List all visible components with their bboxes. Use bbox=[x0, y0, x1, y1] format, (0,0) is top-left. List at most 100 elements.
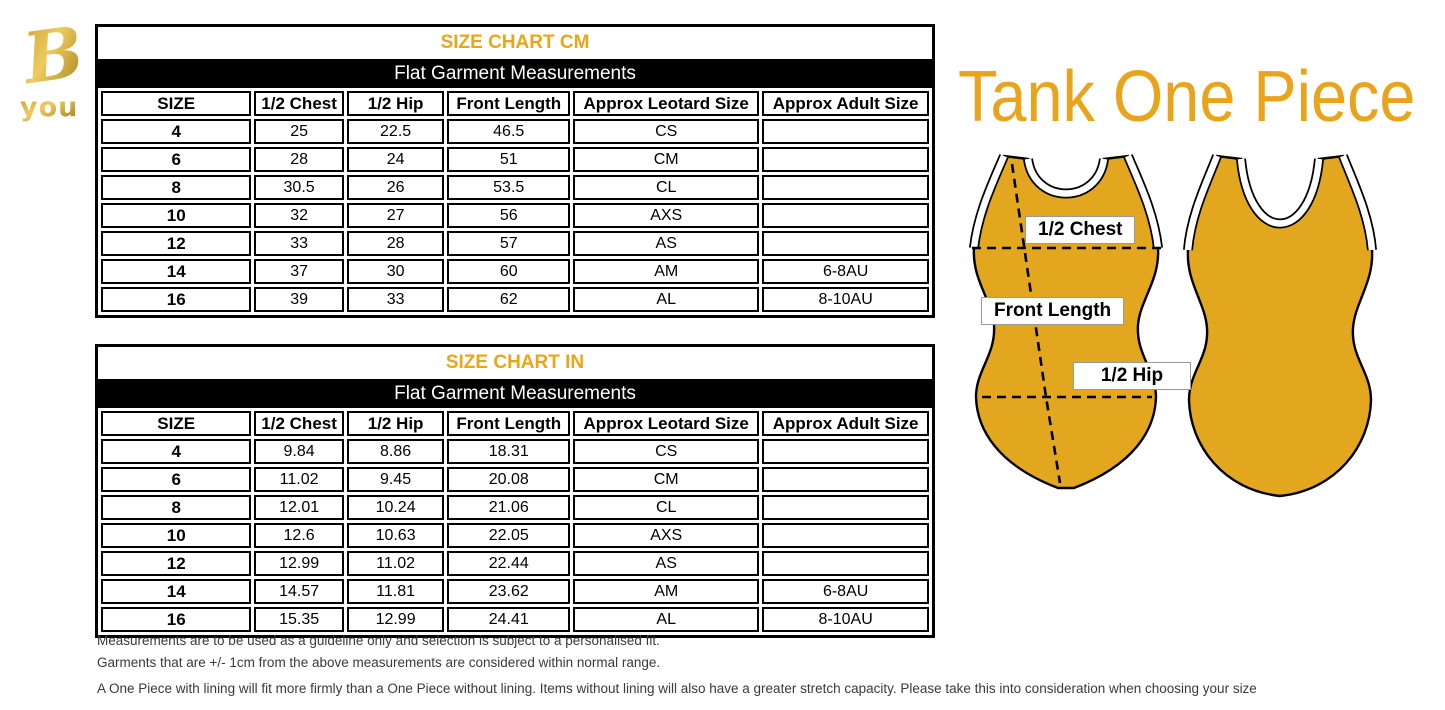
table-row: 4 9.84 8.86 18.31 CS bbox=[101, 439, 929, 464]
leotard-back-illustration bbox=[1183, 154, 1377, 498]
table-cell: 53.5 bbox=[447, 175, 571, 200]
table-cell: CL bbox=[573, 495, 760, 520]
table-cell: 8-10AU bbox=[762, 607, 929, 632]
table-cell: 26 bbox=[346, 175, 445, 200]
table-cell: AL bbox=[573, 607, 760, 632]
table-row: 6 28 24 51 CM bbox=[101, 147, 929, 172]
table-cell: 12.99 bbox=[346, 607, 445, 632]
table-cell: 39 bbox=[254, 287, 344, 312]
table-cell: 56 bbox=[447, 203, 571, 228]
neck-trim bbox=[1024, 158, 1108, 197]
column-header: Approx Leotard Size bbox=[573, 411, 760, 436]
table-cell: 12 bbox=[101, 551, 252, 576]
table-cell bbox=[762, 551, 929, 576]
table-cell: 18.31 bbox=[447, 439, 571, 464]
table-cell: 30 bbox=[346, 259, 445, 284]
left-armhole-trim bbox=[970, 154, 1007, 249]
table-cell: 6 bbox=[101, 467, 252, 492]
table-cell: AS bbox=[573, 231, 760, 256]
half-chest-label: 1/2 Chest bbox=[1025, 216, 1136, 244]
table-cell bbox=[762, 439, 929, 464]
table-cell: 25 bbox=[254, 119, 344, 144]
table-row: 8 12.01 10.24 21.06 CL bbox=[101, 495, 929, 520]
table-cell: 6-8AU bbox=[762, 259, 929, 284]
column-header: SIZE bbox=[101, 91, 252, 116]
table-cell: 14 bbox=[101, 579, 252, 604]
table-cell: 8 bbox=[101, 495, 252, 520]
table-cell: 9.45 bbox=[346, 467, 445, 492]
table-cell: 16 bbox=[101, 287, 252, 312]
back-neck-trim bbox=[1237, 158, 1323, 227]
right-armhole-trim bbox=[1125, 154, 1162, 249]
table-cell: 6-8AU bbox=[762, 579, 929, 604]
table-row: 6 11.02 9.45 20.08 CM bbox=[101, 467, 929, 492]
column-header: Approx Adult Size bbox=[762, 411, 929, 436]
table-cell: CL bbox=[573, 175, 760, 200]
table-cell: 24 bbox=[346, 147, 445, 172]
table-cell: 33 bbox=[346, 287, 445, 312]
column-header: Approx Adult Size bbox=[762, 91, 929, 116]
neck-trim-outline bbox=[1023, 157, 1109, 199]
table-cell: 16 bbox=[101, 607, 252, 632]
table-cell: 12.01 bbox=[254, 495, 344, 520]
half-hip-label: 1/2 Hip bbox=[1073, 362, 1191, 390]
table-row: 10 12.6 10.63 22.05 AXS bbox=[101, 523, 929, 548]
column-header: Approx Leotard Size bbox=[573, 91, 760, 116]
table-cell: 28 bbox=[254, 147, 344, 172]
table-cell: CS bbox=[573, 119, 760, 144]
size-chart-in-title: SIZE CHART IN bbox=[445, 352, 585, 373]
table-cell: CM bbox=[573, 147, 760, 172]
table-cell: 12.6 bbox=[254, 523, 344, 548]
back-left-armhole-trim bbox=[1184, 154, 1221, 251]
table-cell: CS bbox=[573, 439, 760, 464]
table-cell: 27 bbox=[346, 203, 445, 228]
table-cell: AS bbox=[573, 551, 760, 576]
table-row: 8 30.5 26 53.5 CL bbox=[101, 175, 929, 200]
table-cell: 4 bbox=[101, 119, 252, 144]
table-cell: 6 bbox=[101, 147, 252, 172]
column-header: Front Length bbox=[447, 411, 571, 436]
table-row: 16 15.35 12.99 24.41 AL 8-10AU bbox=[101, 607, 929, 632]
table-cell: 12 bbox=[101, 231, 252, 256]
table-cell: 14 bbox=[101, 259, 252, 284]
table-cell: 15.35 bbox=[254, 607, 344, 632]
table-cell: CM bbox=[573, 467, 760, 492]
back-right-armhole-trim bbox=[1339, 154, 1376, 251]
size-chart-cm-subtitle: Flat Garment Measurements bbox=[98, 59, 932, 88]
table-cell: 8 bbox=[101, 175, 252, 200]
table-cell bbox=[762, 147, 929, 172]
table-cell: 20.08 bbox=[447, 467, 571, 492]
column-header: 1/2 Chest bbox=[254, 91, 344, 116]
header-row: SIZE 1/2 Chest 1/2 Hip Front Length Approx L… bbox=[101, 411, 929, 436]
table-cell: 11.81 bbox=[346, 579, 445, 604]
header-row: SIZE 1/2 Chest 1/2 Hip Front Length Approx L… bbox=[101, 91, 929, 116]
footnote-guideline: Measurements are to be used as a guideli… bbox=[97, 633, 660, 648]
table-row: 14 37 30 60 AM 6-8AU bbox=[101, 259, 929, 284]
table-cell: 37 bbox=[254, 259, 344, 284]
table-cell: 57 bbox=[447, 231, 571, 256]
table-cell: 14.57 bbox=[254, 579, 344, 604]
size-chart-in-grid: SIZE 1/2 Chest 1/2 Hip Front Length Approx L… bbox=[98, 408, 932, 635]
footnote-tolerance: Garments that are +/- 1cm from the above… bbox=[97, 655, 661, 670]
table-cell: 22.05 bbox=[447, 523, 571, 548]
table-cell: AXS bbox=[573, 523, 760, 548]
leotard-back-body bbox=[1186, 154, 1374, 498]
table-cell: 28 bbox=[346, 231, 445, 256]
table-row: 16 39 33 62 AL 8-10AU bbox=[101, 287, 929, 312]
table-cell: 10 bbox=[101, 523, 252, 548]
table-cell: AM bbox=[573, 259, 760, 284]
logo-mark: B bbox=[16, 16, 88, 100]
table-cell bbox=[762, 231, 929, 256]
table-cell: 8-10AU bbox=[762, 287, 929, 312]
column-header: SIZE bbox=[101, 411, 252, 436]
table-cell: 24.41 bbox=[447, 607, 571, 632]
footnote-lining: A One Piece with lining will fit more fi… bbox=[97, 681, 1257, 696]
table-row: 14 14.57 11.81 23.62 AM 6-8AU bbox=[101, 579, 929, 604]
table-cell: AXS bbox=[573, 203, 760, 228]
size-chart-cm-grid: SIZE 1/2 Chest 1/2 Hip Front Length Approx L… bbox=[98, 88, 932, 315]
column-header: 1/2 Chest bbox=[254, 411, 344, 436]
table-cell: 23.62 bbox=[447, 579, 571, 604]
size-chart-cm-title: SIZE CHART CM bbox=[440, 32, 590, 53]
table-cell: 11.02 bbox=[346, 551, 445, 576]
column-header: 1/2 Hip bbox=[346, 411, 445, 436]
